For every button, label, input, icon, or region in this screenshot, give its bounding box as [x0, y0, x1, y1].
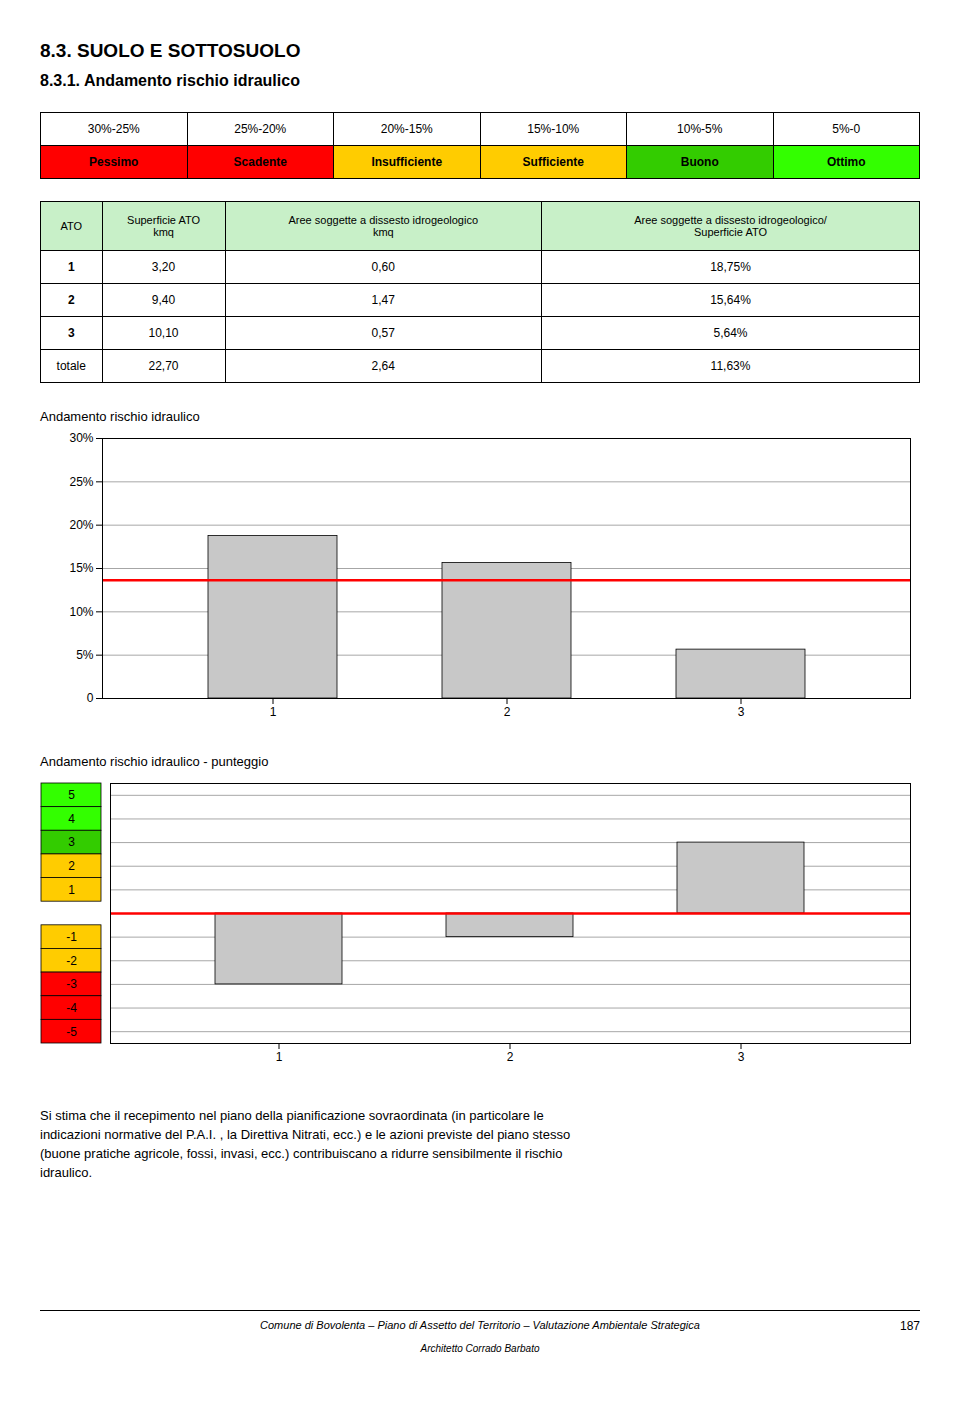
svg-text:20%: 20%	[69, 518, 93, 532]
html-text:9,40: 9,40	[151, 293, 176, 307]
html-text:Andamento rischio idraulico -: Andamento rischio idraulico - punteggio	[40, 754, 269, 769]
svg-text:2: 2	[504, 705, 511, 719]
svg-text:-1: -1	[66, 930, 77, 944]
html-text:18,75%: 18,75%	[710, 260, 751, 274]
html-text:8.3. SUOLO E SOTTOSUOLO: 8.3. SUOLO E SOTTOSUOLO	[40, 40, 301, 61]
svg-text:3: 3	[738, 1050, 745, 1064]
html-text:30%-25%: 30%-25%	[87, 122, 140, 136]
html-text:Insufficiente: Insufficiente	[371, 155, 443, 169]
html-text:Andamento rischio idraulico: Andamento rischio idraulico	[40, 409, 200, 424]
html-text:20%-15%: 20%-15%	[380, 122, 433, 136]
html-text:Sufficiente: Sufficiente	[522, 155, 584, 169]
svg-text:-2: -2	[66, 954, 77, 968]
svg-text:0: 0	[87, 691, 94, 705]
html-text:10,10: 10,10	[148, 326, 179, 340]
svg-text:5: 5	[68, 788, 75, 802]
html-text:Aree soggette a dissesto idrog: Aree soggette a dissesto idrogeologico/ …	[634, 214, 827, 238]
svg-text:-3: -3	[66, 977, 77, 991]
svg-text:-4: -4	[66, 1001, 77, 1015]
html-text:totale: totale	[56, 359, 86, 373]
html-text:10%-5%: 10%-5%	[677, 122, 723, 136]
html-text:3: 3	[67, 326, 75, 340]
html-text:15%-10%: 15%-10%	[527, 122, 580, 136]
svg-text:15%: 15%	[69, 561, 93, 575]
svg-text:3: 3	[738, 705, 745, 719]
html-text:1,47: 1,47	[371, 293, 395, 307]
svg-text:30%: 30%	[69, 431, 93, 445]
html-text:5%-0: 5%-0	[832, 122, 861, 136]
html-text:0,60: 0,60	[371, 260, 395, 274]
html-text:Aree soggette a dissesto idrog: Aree soggette a dissesto idrogeologico k…	[288, 214, 479, 238]
svg-text:2: 2	[507, 1050, 514, 1064]
html-text:Scadente: Scadente	[233, 155, 287, 169]
svg-text:25%: 25%	[69, 475, 93, 489]
html-text:0,57: 0,57	[371, 326, 395, 340]
svg-text:3: 3	[68, 835, 75, 849]
html-text:22,70: 22,70	[148, 359, 179, 373]
html-text:Si stima che il recepimento ne: Si stima che il recepimento nel piano de…	[40, 1108, 571, 1180]
html-text:Superficie ATO kmq: Superficie ATO kmq	[127, 214, 200, 238]
html-text:25%-20%: 25%-20%	[234, 122, 287, 136]
svg-text:1: 1	[68, 883, 75, 897]
svg-text:-5: -5	[66, 1025, 77, 1039]
svg-text:1: 1	[276, 1050, 283, 1064]
svg-text:10%: 10%	[69, 605, 93, 619]
html-text:8.3.1. Andamento rischio idrau: 8.3.1. Andamento rischio idraulico	[40, 72, 300, 89]
html-text:Buono: Buono	[680, 155, 719, 169]
html-text:Comune di Bovolenta – Piano di: Comune di Bovolenta – Piano di Assetto d…	[260, 1319, 700, 1331]
html-text:Ottimo: Ottimo	[826, 155, 866, 169]
svg-text:5%: 5%	[76, 648, 94, 662]
html-text:187: 187	[900, 1319, 920, 1333]
html-text:2: 2	[67, 293, 75, 307]
svg-text:2: 2	[68, 859, 75, 873]
svg-text:1: 1	[270, 705, 277, 719]
html-text:3,20: 3,20	[151, 260, 176, 274]
html-text:2,64: 2,64	[371, 359, 395, 373]
html-text:15,64%: 15,64%	[710, 293, 751, 307]
svg-text:4: 4	[68, 812, 75, 826]
html-text:5,64%: 5,64%	[713, 326, 748, 340]
html-text:1: 1	[67, 260, 75, 274]
html-text:Pessimo: Pessimo	[89, 155, 139, 169]
html-text:Architetto Corrado Barbato: Architetto Corrado Barbato	[420, 1343, 540, 1354]
html-text:ATO: ATO	[60, 220, 83, 232]
html-text:11,63%: 11,63%	[710, 359, 751, 373]
